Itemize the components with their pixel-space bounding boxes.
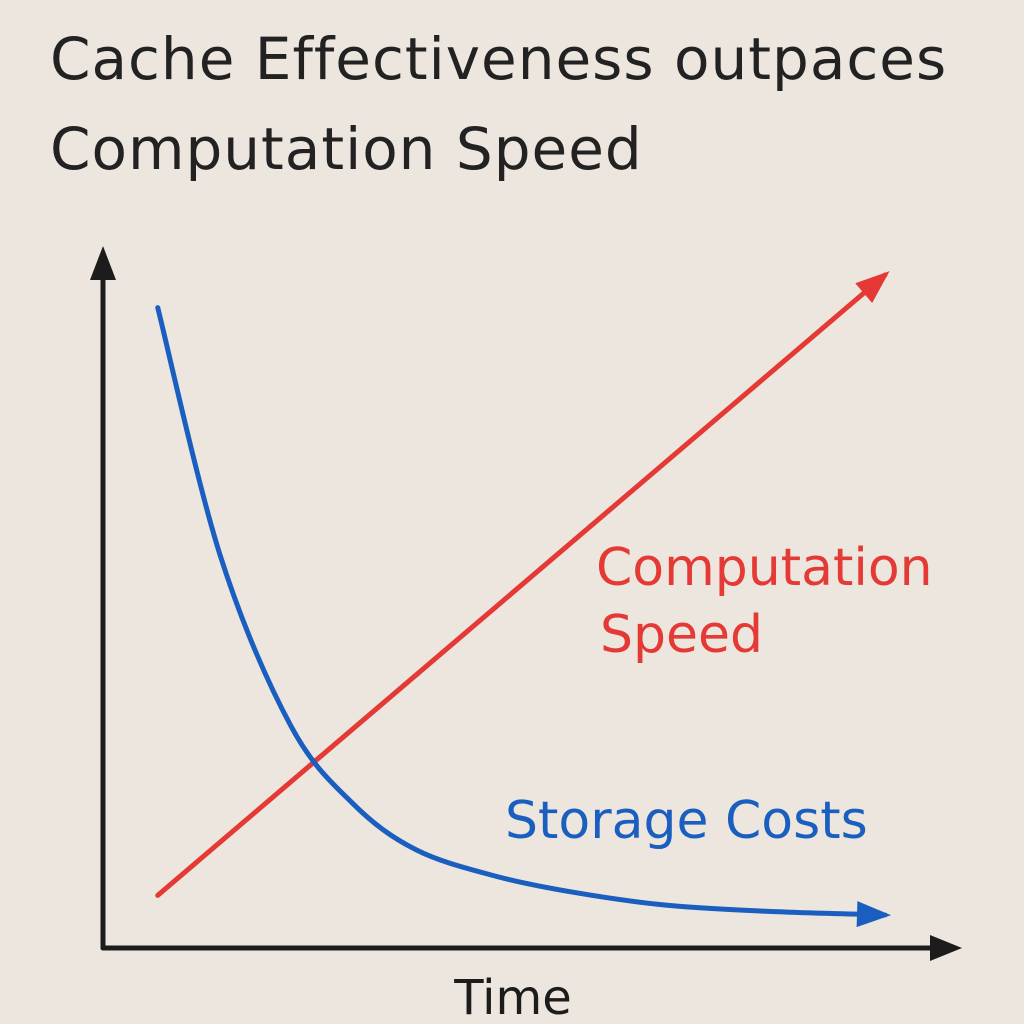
series-arrow-icon-computation-speed bbox=[855, 271, 890, 304]
series-layer bbox=[155, 271, 891, 928]
series-arrow-icon-storage-costs bbox=[856, 901, 891, 928]
series-label-storage: Storage Costs bbox=[505, 791, 868, 851]
series-line-storage-costs bbox=[155, 305, 888, 918]
series-label-computation-line2: Speed bbox=[600, 605, 763, 665]
y-axis-arrow-icon bbox=[90, 246, 116, 280]
x-axis-label: Time bbox=[453, 970, 571, 1024]
chart-title: Cache Effectiveness outpaces Computation… bbox=[50, 25, 948, 183]
series-line-computation-speed bbox=[155, 272, 888, 898]
x-axis-arrow-icon bbox=[930, 935, 962, 961]
series-label-computation-line1: Computation bbox=[596, 538, 933, 598]
